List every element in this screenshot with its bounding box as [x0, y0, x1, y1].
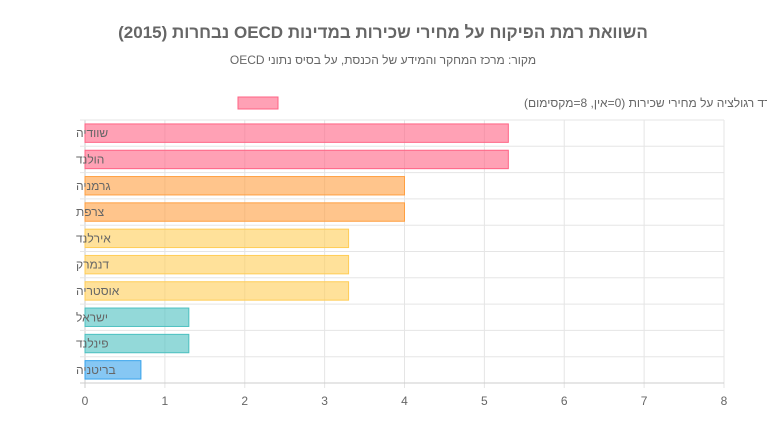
y-tick-label: ישראל	[76, 310, 108, 324]
x-tick-label: 6	[561, 394, 568, 408]
y-tick-label: דנמרק	[76, 258, 109, 272]
x-tick-label: 0	[82, 394, 89, 408]
y-tick-label: פינלנד	[76, 337, 109, 351]
x-tick-label: 8	[721, 394, 728, 408]
legend-swatch	[237, 96, 279, 110]
bar[interactable]	[84, 149, 509, 170]
bar[interactable]	[84, 333, 190, 354]
bar[interactable]	[84, 202, 405, 222]
x-tick-label: 2	[241, 394, 248, 408]
x-tick-label: 7	[641, 394, 648, 408]
chart-title: השוואת רמת הפיקוח על מחירי שכירות במדינו…	[118, 23, 648, 42]
y-tick-label: אוסטריה	[76, 284, 120, 298]
chart-subtitle: מקור: מרכז המחקר והמידע של הכנסת, על בסי…	[230, 53, 536, 67]
legend[interactable]: מדד רגולציה על מחירי שכירות (0=אין, 8=מק…	[237, 96, 767, 110]
bar[interactable]	[84, 254, 350, 275]
bar[interactable]	[84, 281, 350, 301]
bar[interactable]	[84, 307, 190, 327]
bar[interactable]	[84, 228, 350, 249]
legend-label: מדד רגולציה על מחירי שכירות (0=אין, 8=מק…	[524, 96, 767, 110]
bar[interactable]	[84, 360, 142, 380]
y-tick-label: שוודיה	[76, 126, 108, 140]
y-tick-label: הולנד	[76, 152, 104, 166]
x-tick-label: 1	[162, 394, 169, 408]
y-tick-label: צרפת	[76, 205, 105, 219]
y-tick-label: אירלנד	[76, 231, 111, 245]
x-tick-label: 5	[481, 394, 488, 408]
x-tick-label: 3	[321, 394, 328, 408]
bar[interactable]	[84, 176, 405, 196]
y-tick-label: גרמניה	[76, 179, 111, 193]
y-tick-label: בריטניה	[76, 363, 116, 377]
bar[interactable]	[84, 123, 509, 143]
x-tick-label: 4	[401, 394, 408, 408]
